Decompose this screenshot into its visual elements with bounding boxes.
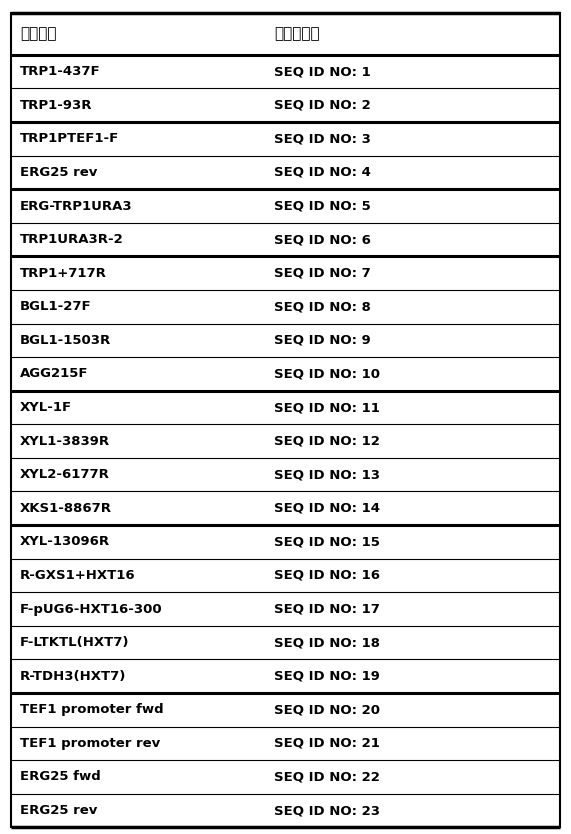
Text: TRP1URA3R-2: TRP1URA3R-2 xyxy=(20,233,124,246)
Text: TRP1-437F: TRP1-437F xyxy=(20,65,100,78)
Text: SEQ ID NO: 13: SEQ ID NO: 13 xyxy=(274,468,380,481)
Text: 引物名称: 引物名称 xyxy=(20,26,57,41)
Text: SEQ ID NO: 4: SEQ ID NO: 4 xyxy=(274,166,371,179)
Text: SEQ ID NO: 12: SEQ ID NO: 12 xyxy=(274,435,380,448)
Text: R-GXS1+HXT16: R-GXS1+HXT16 xyxy=(20,569,135,582)
Text: SEQ ID NO: 14: SEQ ID NO: 14 xyxy=(274,502,380,515)
Text: SEQ ID NO: 1: SEQ ID NO: 1 xyxy=(274,65,371,78)
Text: TRP1-93R: TRP1-93R xyxy=(20,98,93,112)
Text: SEQ ID NO: 9: SEQ ID NO: 9 xyxy=(274,334,371,347)
Text: ERG25 rev: ERG25 rev xyxy=(20,166,98,179)
Text: SEQ ID NO: 15: SEQ ID NO: 15 xyxy=(274,535,380,549)
Text: SEQ ID NO: 7: SEQ ID NO: 7 xyxy=(274,267,371,279)
Text: XYL-13096R: XYL-13096R xyxy=(20,535,110,549)
Text: 碱基序列号: 碱基序列号 xyxy=(274,26,320,41)
Text: AGG215F: AGG215F xyxy=(20,368,89,380)
Text: SEQ ID NO: 3: SEQ ID NO: 3 xyxy=(274,133,371,145)
Text: ERG-TRP1URA3: ERG-TRP1URA3 xyxy=(20,199,132,213)
Text: SEQ ID NO: 18: SEQ ID NO: 18 xyxy=(274,636,380,649)
Text: XYL2-6177R: XYL2-6177R xyxy=(20,468,110,481)
Text: SEQ ID NO: 21: SEQ ID NO: 21 xyxy=(274,737,380,750)
Text: TEF1 promoter fwd: TEF1 promoter fwd xyxy=(20,703,164,716)
Text: SEQ ID NO: 22: SEQ ID NO: 22 xyxy=(274,771,380,783)
Text: SEQ ID NO: 2: SEQ ID NO: 2 xyxy=(274,98,371,112)
Text: SEQ ID NO: 5: SEQ ID NO: 5 xyxy=(274,199,371,213)
Text: SEQ ID NO: 10: SEQ ID NO: 10 xyxy=(274,368,380,380)
Text: ERG25 fwd: ERG25 fwd xyxy=(20,771,100,783)
Text: XKS1-8867R: XKS1-8867R xyxy=(20,502,112,515)
Text: XYL-1F: XYL-1F xyxy=(20,401,72,414)
Text: SEQ ID NO: 20: SEQ ID NO: 20 xyxy=(274,703,380,716)
Text: TRP1+717R: TRP1+717R xyxy=(20,267,107,279)
Text: R-TDH3(HXT7): R-TDH3(HXT7) xyxy=(20,670,126,683)
Text: BGL1-1503R: BGL1-1503R xyxy=(20,334,111,347)
Text: SEQ ID NO: 17: SEQ ID NO: 17 xyxy=(274,602,380,615)
Text: SEQ ID NO: 16: SEQ ID NO: 16 xyxy=(274,569,380,582)
Text: TRP1PTEF1-F: TRP1PTEF1-F xyxy=(20,133,119,145)
Text: XYL1-3839R: XYL1-3839R xyxy=(20,435,110,448)
Text: BGL1-27F: BGL1-27F xyxy=(20,300,91,314)
Text: SEQ ID NO: 8: SEQ ID NO: 8 xyxy=(274,300,371,314)
Text: SEQ ID NO: 11: SEQ ID NO: 11 xyxy=(274,401,380,414)
Text: F-LTKTL(HXT7): F-LTKTL(HXT7) xyxy=(20,636,130,649)
Text: SEQ ID NO: 19: SEQ ID NO: 19 xyxy=(274,670,380,683)
Text: F-pUG6-HXT16-300: F-pUG6-HXT16-300 xyxy=(20,602,163,615)
Text: ERG25 rev: ERG25 rev xyxy=(20,804,98,817)
Text: SEQ ID NO: 23: SEQ ID NO: 23 xyxy=(274,804,380,817)
Text: SEQ ID NO: 6: SEQ ID NO: 6 xyxy=(274,233,371,246)
Text: TEF1 promoter rev: TEF1 promoter rev xyxy=(20,737,160,750)
